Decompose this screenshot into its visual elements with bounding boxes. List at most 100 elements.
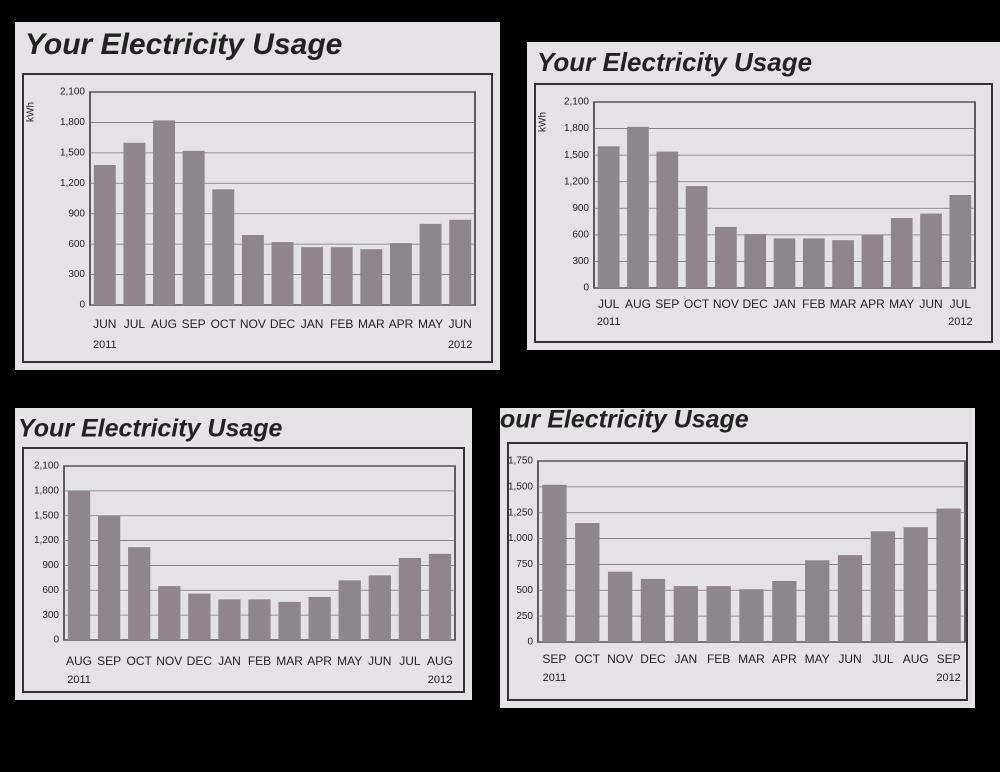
- y-tick-label: 300: [572, 256, 589, 267]
- bar: [368, 575, 391, 640]
- bar: [271, 242, 294, 305]
- frame: [507, 442, 968, 701]
- x-tick-label: JUL: [950, 297, 972, 311]
- x-tick-label: DEC: [640, 652, 666, 666]
- chart-title: Your Electricity Usage: [537, 47, 812, 77]
- bar: [360, 249, 383, 305]
- x-tick-label: AUG: [903, 652, 929, 666]
- x-tick-label: SEP: [655, 297, 679, 311]
- bar: [861, 234, 884, 288]
- end-year: 2012: [936, 672, 960, 684]
- x-tick-label: APR: [389, 317, 414, 331]
- x-tick-label: JAN: [218, 654, 241, 668]
- bar: [773, 238, 796, 288]
- bar: [153, 120, 175, 306]
- x-tick-label: AUG: [625, 297, 651, 311]
- x-tick-label: JUN: [919, 297, 942, 311]
- x-tick-label: MAY: [805, 652, 830, 666]
- x-tick-label: MAR: [738, 652, 765, 666]
- y-tick-label: 1,800: [564, 123, 589, 134]
- x-tick-label: FEB: [707, 652, 730, 666]
- x-tick-label: JUN: [838, 652, 861, 666]
- x-tick-label: JUN: [93, 317, 116, 331]
- bar: [278, 601, 301, 640]
- bar: [212, 189, 235, 305]
- bar: [390, 243, 412, 305]
- x-tick-label: JUL: [124, 317, 146, 331]
- bar: [398, 557, 422, 640]
- x-tick-label: DEC: [743, 297, 769, 311]
- bar: [936, 508, 961, 642]
- chart-title: our Electricity Usage: [500, 406, 749, 434]
- x-tick-label: APR: [860, 297, 885, 311]
- bar: [949, 195, 972, 288]
- y-tick-label: 2,100: [34, 461, 59, 472]
- x-tick-label: SEP: [97, 654, 121, 668]
- x-tick-label: JUL: [872, 652, 894, 666]
- bar: [248, 599, 271, 640]
- x-tick-label: FEB: [248, 654, 271, 668]
- bar: [330, 247, 353, 305]
- bar: [837, 555, 863, 642]
- bar: [805, 560, 830, 642]
- bar: [182, 150, 205, 305]
- frame: [22, 447, 465, 693]
- paper: [15, 408, 472, 700]
- x-tick-label: OCT: [127, 654, 153, 668]
- bar: [903, 527, 928, 642]
- bar: [706, 586, 731, 642]
- bar: [715, 226, 737, 288]
- bar: [920, 213, 942, 288]
- x-tick-label: JUN: [449, 317, 472, 331]
- x-tick-label: APR: [772, 652, 797, 666]
- y-tick-label: 2,100: [564, 97, 589, 108]
- x-tick-label: JUL: [598, 297, 620, 311]
- y-tick-label: 750: [516, 559, 533, 570]
- bar: [419, 223, 442, 305]
- x-tick-label: NOV: [713, 297, 739, 311]
- bar: [627, 126, 649, 288]
- bar: [218, 599, 241, 640]
- y-tick-label: 600: [68, 239, 85, 250]
- end-year: 2012: [948, 316, 972, 328]
- x-tick-label: MAY: [418, 317, 443, 331]
- x-tick-label: MAY: [889, 297, 914, 311]
- bar: [542, 484, 567, 642]
- bar: [241, 235, 264, 305]
- y-tick-label: 500: [516, 585, 533, 596]
- x-tick-label: JUL: [399, 654, 421, 668]
- x-tick-label: JAN: [674, 652, 697, 666]
- x-tick-label: NOV: [607, 652, 633, 666]
- bar: [673, 586, 698, 642]
- bar: [308, 596, 331, 640]
- x-tick-label: JUN: [368, 654, 391, 668]
- start-year: 2011: [543, 672, 567, 684]
- y-tick-label: 0: [583, 283, 589, 294]
- x-tick-label: SEP: [542, 652, 566, 666]
- y-tick-label: 1,500: [60, 147, 85, 158]
- bar: [97, 515, 121, 640]
- bar: [428, 553, 452, 640]
- y-tick-label: 300: [68, 269, 85, 280]
- frame: [534, 83, 993, 343]
- x-tick-label: OCT: [211, 317, 237, 331]
- y-tick-label: 1,800: [60, 117, 85, 128]
- x-tick-label: MAY: [337, 654, 362, 668]
- y-tick-label: 900: [42, 560, 59, 571]
- bar: [656, 151, 679, 288]
- y-tick-label: 900: [68, 208, 85, 219]
- y-tick-label: 0: [527, 637, 533, 648]
- y-tick-label: 0: [53, 635, 59, 646]
- bar: [93, 165, 116, 305]
- bar: [123, 142, 146, 305]
- bar: [870, 531, 896, 642]
- y-tick-label: 1,800: [34, 485, 59, 496]
- start-year: 2011: [93, 339, 117, 351]
- bar: [575, 523, 600, 642]
- y-tick-label: 0: [79, 300, 85, 311]
- x-tick-label: AUG: [66, 654, 92, 668]
- bar: [188, 593, 211, 640]
- x-tick-label: APR: [307, 654, 332, 668]
